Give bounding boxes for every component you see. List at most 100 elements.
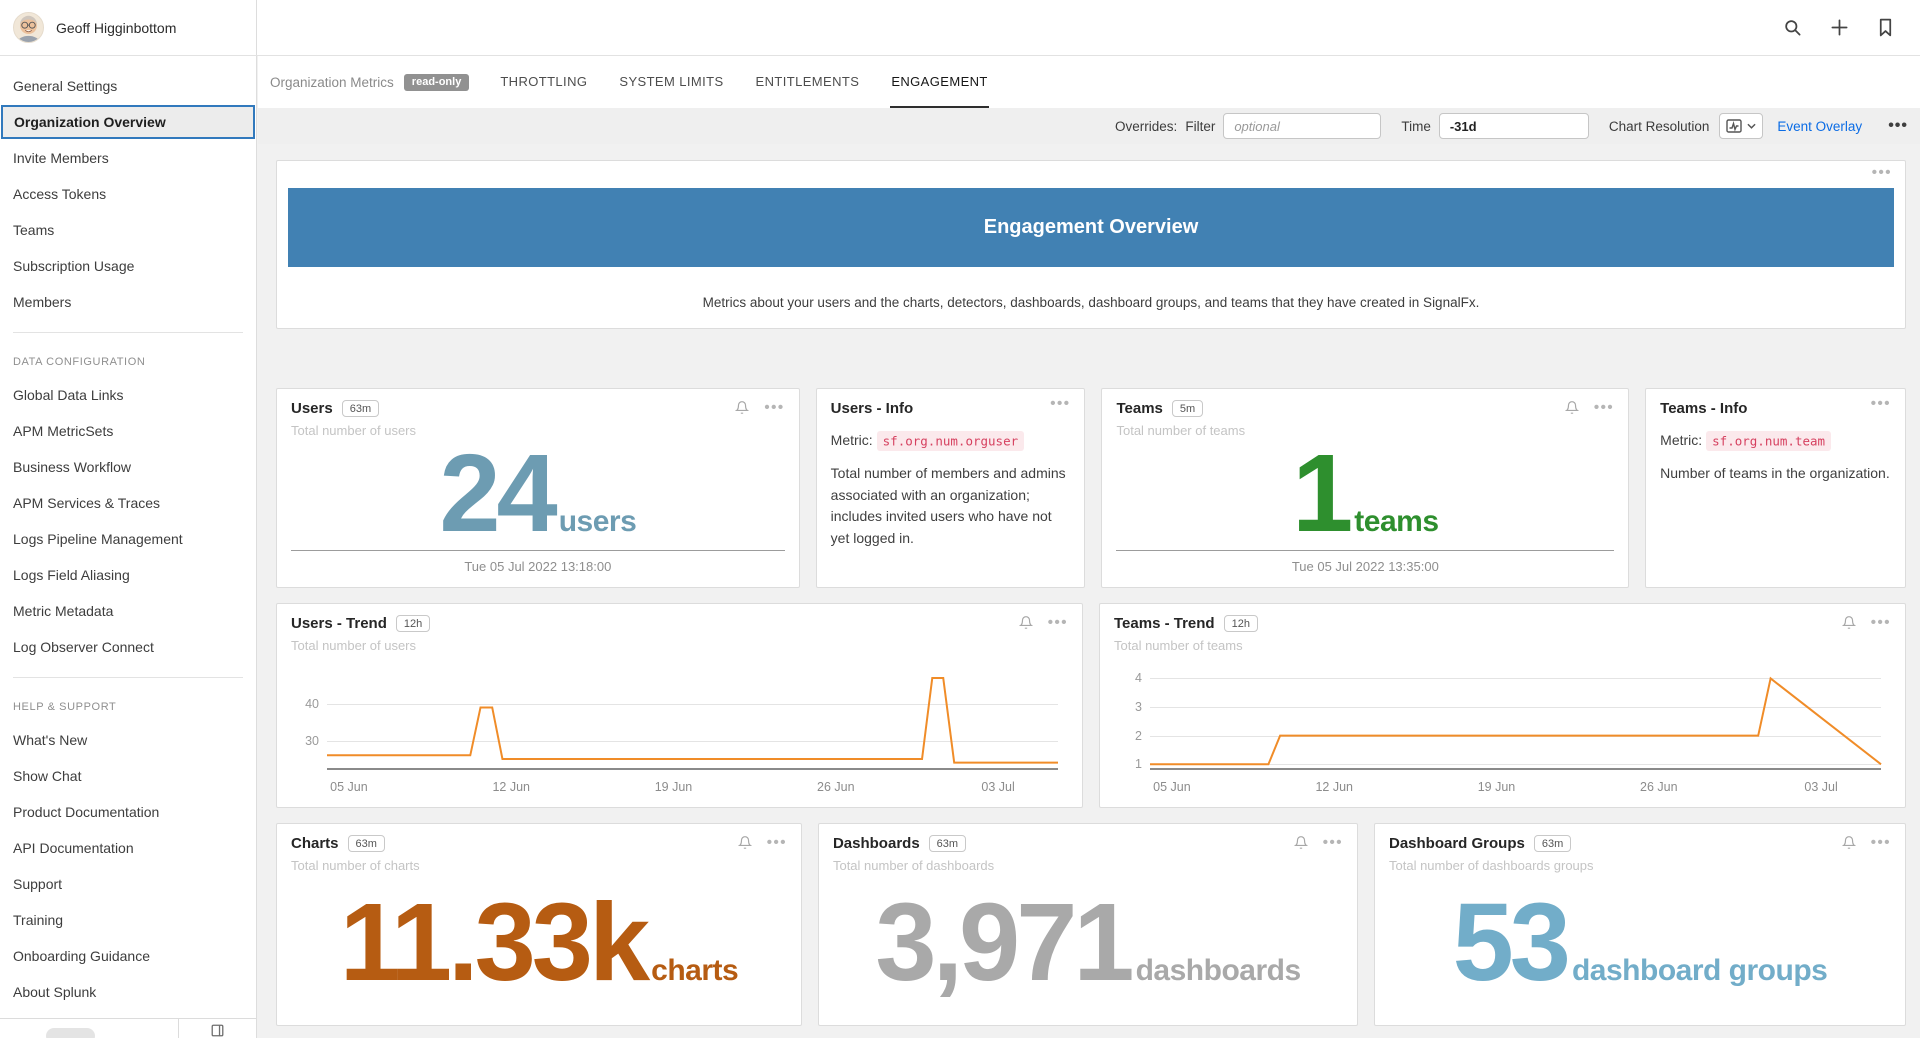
banner-more-menu-icon[interactable]: •••	[1871, 164, 1892, 181]
divider	[291, 550, 785, 551]
overrides-label: Overrides:	[1115, 118, 1178, 134]
sidebar-item-metric-metadata[interactable]: Metric Metadata	[13, 603, 114, 619]
more-menu-icon[interactable]: •••	[1047, 613, 1068, 631]
bell-icon[interactable]	[1293, 835, 1308, 850]
x-axis-tick-label: 19 Jun	[654, 780, 693, 794]
toolbar-more-menu-icon[interactable]: •••	[1888, 117, 1908, 134]
sidebar-item-business-workflow[interactable]: Business Workflow	[13, 459, 132, 475]
banner-heading: Engagement Overview	[288, 188, 1894, 267]
teams-trend-chart[interactable]: 4 3 2 1 05 Jun 12 Jun 19 Jun 26 Jun 03 Jul	[1135, 667, 1881, 794]
users-trend-card: Users - Trend 12h ••• Total number of us…	[276, 603, 1083, 808]
sidebar-item-general-settings[interactable]: General Settings	[13, 78, 118, 94]
card-title: Users	[291, 400, 333, 417]
sidebar-item-log-observer-connect[interactable]: Log Observer Connect	[13, 639, 154, 655]
tab-throttling[interactable]: THROTTLING	[500, 73, 588, 89]
timestamp: Tue 05 Jul 2022 13:35:00	[1291, 559, 1439, 574]
sidebar-item-logs-pipeline-management[interactable]: Logs Pipeline Management	[13, 531, 183, 547]
chart-gridline	[327, 740, 1058, 742]
tab-system-limits[interactable]: SYSTEM LIMITS	[619, 73, 724, 89]
tab-bar: Organization Metrics read-only THROTTLIN…	[258, 56, 1920, 108]
sidebar-item-onboarding-guidance[interactable]: Onboarding Guidance	[13, 948, 150, 964]
metric-label: Metric:	[1660, 432, 1703, 448]
bell-icon[interactable]	[737, 835, 752, 850]
users-trend-chart[interactable]: 40 30 05 Jun 12 Jun 19 Jun 26 Jun 03 Jul	[305, 667, 1058, 794]
more-menu-icon[interactable]: •••	[1050, 395, 1071, 412]
bell-icon[interactable]	[1841, 835, 1856, 850]
users-info-card: Users - Info ••• Metric: sf.org.num.orgus…	[815, 388, 1086, 588]
sidebar-item-about-splunk[interactable]: About Splunk	[13, 984, 97, 1000]
stat-value: 53	[1452, 881, 1571, 1004]
chart-resolution-button[interactable]	[1719, 113, 1764, 139]
sidebar-section-data-configuration: DATA CONFIGURATION	[13, 356, 146, 368]
card-title: Teams	[1116, 400, 1163, 417]
x-axis-tick-label: 05 Jun	[330, 780, 368, 794]
metric-label: Metric:	[830, 432, 873, 448]
more-menu-icon[interactable]: •••	[1870, 395, 1891, 412]
x-axis-tick-label: 12 Jun	[492, 780, 530, 794]
more-menu-icon[interactable]: •••	[1870, 833, 1891, 851]
x-axis-tick-label: 03 Jul	[1804, 780, 1838, 794]
sidebar-item-training[interactable]: Training	[13, 912, 64, 928]
avatar	[13, 12, 44, 43]
resolution-badge: 63m	[928, 835, 967, 852]
stat-unit: dashboards	[1135, 954, 1302, 987]
info-description: Number of teams in the organization.	[1660, 465, 1890, 481]
sidebar-item-support[interactable]: Support	[13, 876, 63, 892]
more-menu-icon[interactable]: •••	[766, 833, 787, 851]
sidebar-item-subscription-usage[interactable]: Subscription Usage	[13, 258, 135, 274]
sidebar-item-logs-field-aliasing[interactable]: Logs Field Aliasing	[13, 567, 130, 583]
sidebar-item-api-documentation[interactable]: API Documentation	[13, 840, 134, 856]
y-axis-tick-label: 1	[1135, 757, 1142, 772]
more-menu-icon[interactable]: •••	[1870, 613, 1891, 631]
bell-icon[interactable]	[1018, 615, 1033, 630]
search-icon[interactable]	[1783, 18, 1802, 37]
sidebar-item-global-data-links[interactable]: Global Data Links	[13, 387, 124, 403]
chevron-down-icon	[1747, 123, 1756, 129]
event-overlay-link[interactable]: Event Overlay	[1777, 118, 1863, 134]
sidebar-nav: General Settings Organization Overview Inv…	[0, 56, 256, 1010]
x-axis-tick-label: 12 Jun	[1315, 780, 1353, 794]
bell-icon[interactable]	[1564, 400, 1579, 415]
x-axis-tick-label: 19 Jun	[1477, 780, 1516, 794]
card-subtitle: Total number of dashboards	[832, 858, 995, 873]
tab-engagement[interactable]: ENGAGEMENT	[890, 56, 989, 108]
sidebar-item-show-chat[interactable]: Show Chat	[13, 768, 82, 784]
bell-icon[interactable]	[735, 400, 750, 415]
sidebar-item-product-documentation[interactable]: Product Documentation	[13, 804, 160, 820]
time-input[interactable]	[1438, 113, 1589, 139]
filter-input[interactable]	[1223, 113, 1382, 139]
x-axis-tick-label: 26 Jun	[1640, 780, 1678, 794]
sidebar-item-teams[interactable]: Teams	[13, 222, 55, 238]
more-menu-icon[interactable]: •••	[764, 398, 785, 416]
tab-list: THROTTLING SYSTEM LIMITS ENTITLEMENTS ENGAG…	[499, 56, 989, 108]
top-bar: Geoff Higginbottom	[0, 0, 1920, 56]
plus-icon[interactable]	[1830, 18, 1849, 37]
collapsed-button[interactable]	[46, 1028, 95, 1038]
bell-icon[interactable]	[1841, 615, 1856, 630]
sidebar-item-apm-services-traces[interactable]: APM Services & Traces	[13, 495, 161, 511]
sidebar-item-what-s-new[interactable]: What's New	[13, 732, 88, 748]
dock-panel-icon[interactable]	[178, 1019, 256, 1038]
timestamp: Tue 05 Jul 2022 13:18:00	[464, 559, 612, 574]
chart-plot-area: 4 3 2 1	[1135, 667, 1881, 771]
sidebar-item-invite-members[interactable]: Invite Members	[13, 150, 109, 166]
teams-info-card: Teams - Info ••• Metric: sf.org.num.team …	[1645, 388, 1906, 588]
sidebar-item-members[interactable]: Members	[13, 294, 72, 310]
sidebar-item-apm-metricsets[interactable]: APM MetricSets	[13, 423, 114, 439]
resolution-badge: 12h	[1223, 615, 1258, 632]
sidebar-item-organization-overview[interactable]: Organization Overview	[1, 105, 255, 139]
card-title: Dashboard Groups	[1389, 835, 1525, 852]
engagement-overview-banner: ••• Engagement Overview Metrics about yo…	[276, 160, 1906, 329]
sidebar-section-help-support: HELP & SUPPORT	[13, 701, 117, 713]
bookmark-icon[interactable]	[1877, 18, 1894, 37]
sidebar-item-access-tokens[interactable]: Access Tokens	[13, 186, 107, 202]
y-axis-tick-label: 2	[1135, 728, 1142, 743]
more-menu-icon[interactable]: •••	[1593, 398, 1615, 416]
user-profile[interactable]: Geoff Higginbottom	[0, 0, 257, 55]
stat-unit: teams	[1354, 504, 1439, 538]
card-subtitle: Total number of users	[291, 638, 417, 653]
more-menu-icon[interactable]: •••	[1322, 833, 1343, 851]
tab-entitlements[interactable]: ENTITLEMENTS	[755, 73, 860, 89]
user-name: Geoff Higginbottom	[56, 19, 177, 36]
x-axis-tick-label: 05 Jun	[1153, 780, 1191, 794]
